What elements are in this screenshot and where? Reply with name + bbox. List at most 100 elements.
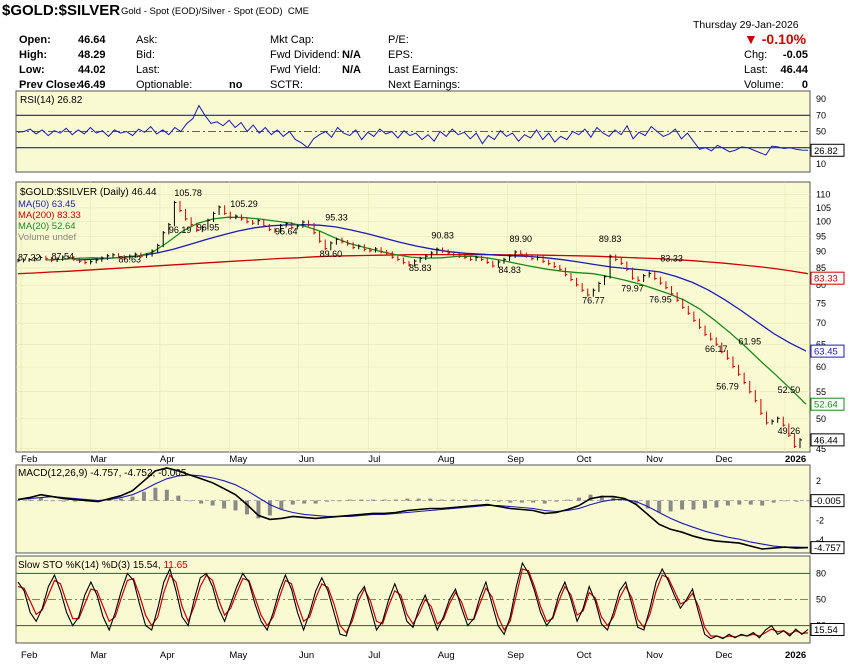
- sto-tick-label: 80: [816, 568, 826, 578]
- price-tick-label: 90: [816, 247, 826, 257]
- rsi-title: RSI(14) 26.82: [20, 95, 83, 106]
- price-last-value-2: 52.64: [810, 397, 845, 411]
- price-annotation: 52.50: [778, 385, 801, 395]
- sto-last-value-0-text: 15.54: [814, 625, 838, 636]
- symbol-description: Gold - Spot (EOD)/Silver - Spot (EOD): [121, 6, 283, 17]
- macd-panel: [15, 464, 811, 554]
- rsi-last-value-text: 26.82: [814, 146, 838, 157]
- sto-x-tick-label: Jul: [368, 650, 380, 661]
- macd-histogram-bar: [256, 500, 261, 519]
- price-tick-label: 70: [816, 318, 826, 328]
- sto-k-line: [17, 561, 809, 640]
- price-tick-label: 80: [816, 280, 826, 290]
- optionable-value: no: [229, 79, 243, 91]
- price-annotation: 49.26: [778, 426, 801, 436]
- price-annotation: 85.83: [409, 263, 432, 273]
- last-price-label: Last:: [744, 64, 768, 76]
- low-value: 44.02: [78, 64, 106, 76]
- macd-histogram-bar: [519, 500, 524, 503]
- price-annotation: 61.95: [739, 336, 762, 346]
- sto-x-tick-label: Aug: [438, 650, 455, 661]
- sto-x-tick-label: 2026: [785, 650, 806, 661]
- price-x-tick-label: Oct: [577, 454, 592, 465]
- macd-histogram-bar: [760, 500, 765, 506]
- pe-label: P/E:: [388, 34, 409, 46]
- sto-title: Slow STO %K(14) %D(3) 15.54, 11.65: [18, 560, 188, 571]
- macd-last-value-0-text: -0.005: [814, 496, 841, 507]
- legend-entry-3: Volume undef: [18, 232, 76, 243]
- macd-last-value-0: -0.005: [810, 494, 845, 508]
- legend-entry-1: MA(200) 83.33: [18, 210, 81, 221]
- price-tick-label: 100: [816, 217, 831, 227]
- price-annotation: 87.54: [52, 252, 75, 262]
- macd-last-value-0-box: [810, 494, 845, 508]
- macd-histogram-bar: [16, 500, 20, 502]
- price-annotation: 89.90: [510, 234, 533, 244]
- macd-histogram-bar: [771, 500, 776, 503]
- quote-date: Thursday 29-Jan-2026: [693, 19, 799, 31]
- rsi-last-value: 26.82: [810, 143, 845, 157]
- high-value: 48.29: [78, 49, 106, 61]
- price-annotation: 84.83: [498, 265, 521, 275]
- macd-histogram-bar: [565, 499, 570, 501]
- macd-histogram-bar: [359, 499, 364, 501]
- macd-histogram-bar: [302, 500, 307, 504]
- prev-close-label: Prev Close:: [19, 79, 80, 91]
- macd-histogram-bar: [428, 498, 433, 501]
- price-tick-label: 110: [816, 190, 830, 200]
- chart-symbol: $GOLD:$SILVER: [2, 2, 121, 19]
- macd-histogram-bar: [542, 500, 547, 504]
- open-label: Open:: [19, 34, 51, 46]
- macd-histogram-bar: [233, 500, 238, 511]
- macd-histogram-bar: [531, 500, 536, 503]
- volume-value: 0: [801, 79, 808, 91]
- macd-histogram-bar: [680, 500, 685, 510]
- macd-histogram-bar: [38, 497, 43, 501]
- low-label: Low:: [19, 64, 45, 76]
- price-annotation: 87.22: [18, 253, 41, 263]
- sto-x-tick-label: Sep: [507, 650, 524, 661]
- macd-histogram-bar: [176, 495, 181, 501]
- ma200-line: [17, 253, 809, 275]
- macd-histogram-bar: [199, 500, 204, 504]
- macd-line: [17, 467, 809, 550]
- price-last-value-1-text: 63.45: [814, 347, 838, 358]
- macd-histogram-bar: [325, 500, 330, 502]
- sto-x-tick-label: Nov: [646, 650, 663, 661]
- price-annotation: 89.60: [320, 249, 343, 259]
- volume-label: Volume:: [744, 79, 784, 91]
- price-tick-label: 85: [816, 263, 826, 273]
- rsi-tick-label: 70: [816, 110, 826, 120]
- sto-x-tick-label: Mar: [90, 650, 106, 661]
- macd-histogram-bar: [279, 500, 284, 510]
- price-last-value-3-text: 46.44: [814, 435, 838, 446]
- macd-histogram-bar: [382, 499, 387, 501]
- price-annotation: 56.79: [716, 382, 739, 392]
- sto-x-tick-label: Dec: [716, 650, 733, 661]
- price-tick-label: 55: [816, 387, 826, 397]
- price-last-value-2-box: [810, 397, 845, 411]
- rsi-tick-label: 50: [816, 127, 826, 137]
- macd-histogram-bar: [222, 500, 227, 509]
- bid-label: Bid:: [136, 49, 155, 61]
- price-tick-label: 45: [816, 444, 826, 454]
- macd-histogram-bar: [27, 499, 32, 501]
- price-annotation: 76.77: [582, 296, 605, 306]
- next-earnings-label: Next Earnings:: [388, 79, 461, 91]
- sto-title-d: 11.65: [163, 560, 188, 571]
- price-tick-label: 75: [816, 299, 826, 309]
- last-earnings-label: Last Earnings:: [388, 64, 459, 76]
- price-annotation: 105.78: [174, 188, 202, 198]
- fwd-yield-label: Fwd Yield:: [270, 64, 321, 76]
- price-annotation: 86.63: [119, 255, 142, 265]
- macd-histogram-bar: [645, 500, 650, 509]
- chart-description: Gold - Spot (EOD)/Silver - Spot (EOD) CM…: [121, 6, 309, 17]
- mkt-cap-label: Mkt Cap:: [270, 34, 315, 46]
- macd-histogram-bar: [794, 500, 799, 502]
- price-x-tick-label: Aug: [438, 454, 455, 465]
- macd-histogram-bar: [737, 500, 742, 505]
- macd-histogram-bar: [348, 499, 353, 501]
- price-annotation: 89.83: [599, 234, 622, 244]
- price-annotation: 76.95: [649, 294, 672, 304]
